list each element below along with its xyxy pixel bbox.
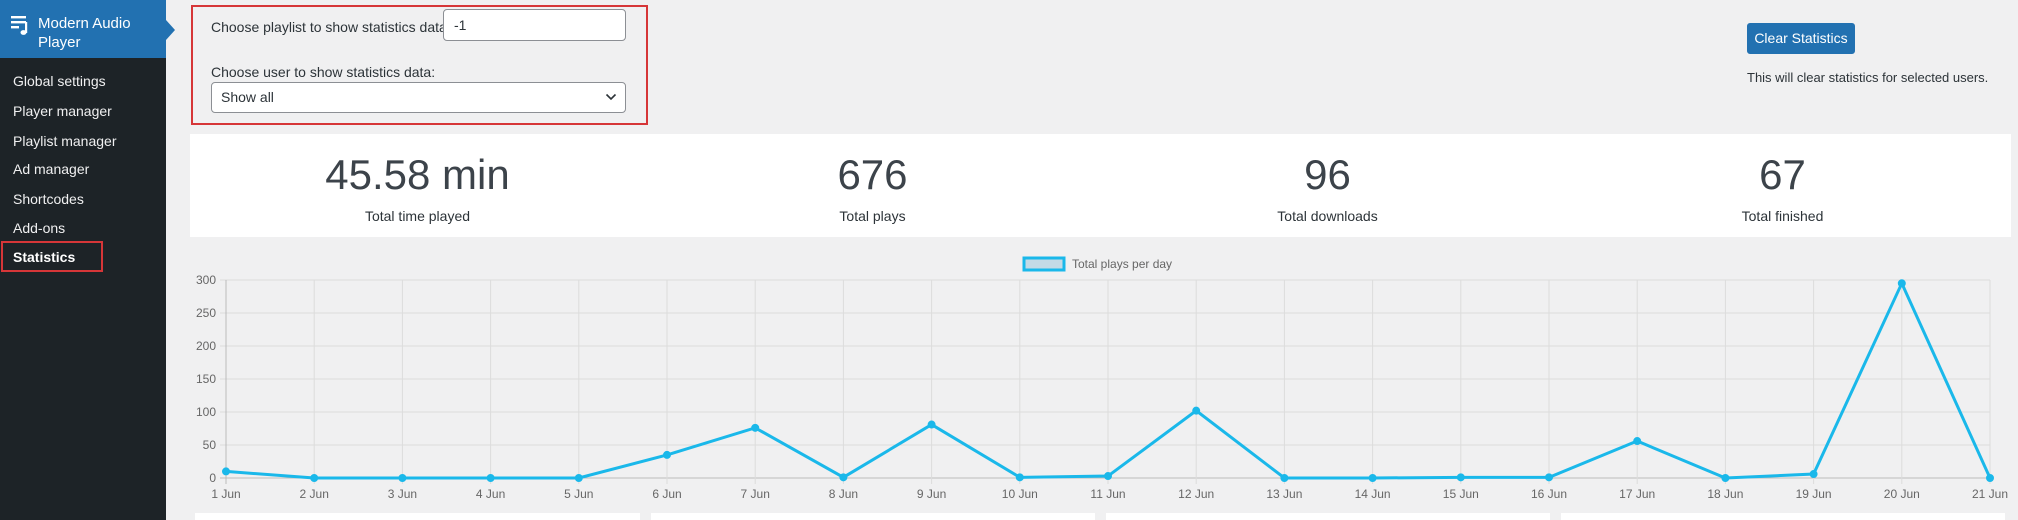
stat-caption: Total finished — [1741, 208, 1824, 224]
legend-swatch — [1022, 256, 1066, 272]
stat-caption: Total downloads — [1277, 208, 1378, 224]
stat-caption: Total time played — [364, 208, 471, 224]
sidebar-item-player-manager[interactable]: Player manager — [13, 103, 112, 119]
data-point — [1986, 474, 1994, 482]
data-point — [398, 474, 407, 482]
x-tick-label: 12 Jun — [1178, 487, 1214, 501]
stat-value: 96 — [1304, 151, 1351, 198]
user-label: Choose user to show statistics data: — [211, 64, 436, 80]
playlist-icon — [11, 16, 28, 35]
stat-value: 676 — [837, 151, 908, 198]
x-tick-label: 7 Jun — [741, 487, 770, 501]
plays-per-day-chart: 0 50 100 150 200 250 300 1 Jun 2 Jun 3 Jun 4 Jun 5 … — [196, 256, 2008, 501]
data-point — [663, 450, 671, 459]
data-point — [1809, 470, 1818, 479]
clear-statistics-note: This will clear statistics for selected … — [1747, 70, 1989, 85]
x-tick-label: 9 Jun — [917, 487, 946, 501]
user-select-value: Show all — [221, 89, 274, 105]
stat-value: 67 — [1759, 151, 1806, 198]
data-point — [222, 467, 230, 476]
data-point — [310, 474, 319, 482]
stat-value: 45.58 min — [325, 151, 510, 198]
data-point — [751, 423, 760, 432]
x-tick-label: 2 Jun — [300, 487, 329, 501]
sidebar-item-ad-manager[interactable]: Ad manager — [13, 161, 90, 177]
x-tick-label: 17 Jun — [1619, 487, 1655, 501]
y-tick-label: 200 — [196, 339, 216, 353]
y-tick-label: 250 — [196, 306, 216, 320]
clear-statistics-button[interactable]: Clear Statistics — [1747, 23, 1855, 54]
x-tick-label: 16 Jun — [1531, 487, 1567, 501]
admin-sidebar: Modern Audio Player Global settings Play… — [0, 0, 175, 520]
y-tick-label: 0 — [209, 471, 216, 485]
plugin-menu-header[interactable]: Modern Audio Player — [0, 0, 175, 58]
x-tick-label: 14 Jun — [1355, 487, 1391, 501]
stat-caption: Total plays — [839, 208, 906, 224]
bottom-card — [1561, 513, 2005, 520]
data-point — [1897, 279, 1906, 288]
sidebar-item-statistics[interactable]: Statistics — [13, 249, 76, 265]
chevron-down-icon — [605, 93, 617, 101]
x-tick-label: 1 Jun — [211, 487, 240, 501]
y-tick-label: 50 — [203, 438, 217, 452]
data-point — [1721, 474, 1730, 482]
data-point — [927, 420, 936, 429]
data-point — [1192, 406, 1201, 415]
data-point — [574, 474, 583, 482]
bottom-card — [1106, 513, 1550, 520]
x-tick-label: 8 Jun — [829, 487, 858, 501]
data-point — [839, 473, 848, 482]
x-tick-label: 11 Jun — [1090, 487, 1125, 501]
data-point — [486, 474, 495, 482]
sidebar-item-add-ons[interactable]: Add-ons — [13, 220, 66, 236]
x-tick-label: 18 Jun — [1707, 487, 1743, 501]
y-tick-label: 100 — [196, 405, 216, 419]
playlist-label: Choose playlist to show statistics data: — [211, 19, 451, 35]
bottom-card — [651, 513, 1095, 520]
filter-highlight-box — [191, 5, 648, 125]
x-tick-label: 21 Jun — [1972, 487, 2008, 501]
user-select[interactable]: Show all — [211, 82, 626, 113]
data-point — [1368, 474, 1377, 482]
y-tick-label: 150 — [196, 372, 216, 386]
data-point — [1015, 473, 1024, 482]
playlist-input[interactable] — [443, 9, 626, 41]
statistics-highlight-box — [1, 241, 103, 272]
x-tick-label: 4 Jun — [476, 487, 505, 501]
legend-label: Total plays per day — [1072, 257, 1172, 271]
x-tick-label: 20 Jun — [1884, 487, 1920, 501]
x-tick-label: 5 Jun — [564, 487, 593, 501]
data-point — [1545, 473, 1553, 482]
x-tick-label: 15 Jun — [1443, 487, 1479, 501]
data-point — [1280, 474, 1289, 482]
x-tick-label: 10 Jun — [1002, 487, 1038, 501]
data-point — [1633, 437, 1642, 446]
x-tick-label: 3 Jun — [388, 487, 417, 501]
active-menu-arrow — [166, 20, 175, 40]
sidebar-item-playlist-manager[interactable]: Playlist manager — [13, 133, 117, 149]
sidebar-item-global-settings[interactable]: Global settings — [13, 73, 106, 89]
y-tick-label: 300 — [196, 273, 216, 287]
x-tick-label: 13 Jun — [1266, 487, 1302, 501]
x-tick-label: 6 Jun — [652, 487, 681, 501]
stats-summary-panel: 45.58 min Total time played 676 Total pl… — [190, 134, 2011, 237]
data-point — [1104, 472, 1112, 481]
sidebar-item-shortcodes[interactable]: Shortcodes — [13, 191, 84, 207]
bottom-card — [195, 513, 640, 520]
plugin-title: Modern Audio Player — [38, 15, 131, 51]
data-point — [1456, 473, 1465, 482]
x-tick-label: 19 Jun — [1796, 487, 1832, 501]
